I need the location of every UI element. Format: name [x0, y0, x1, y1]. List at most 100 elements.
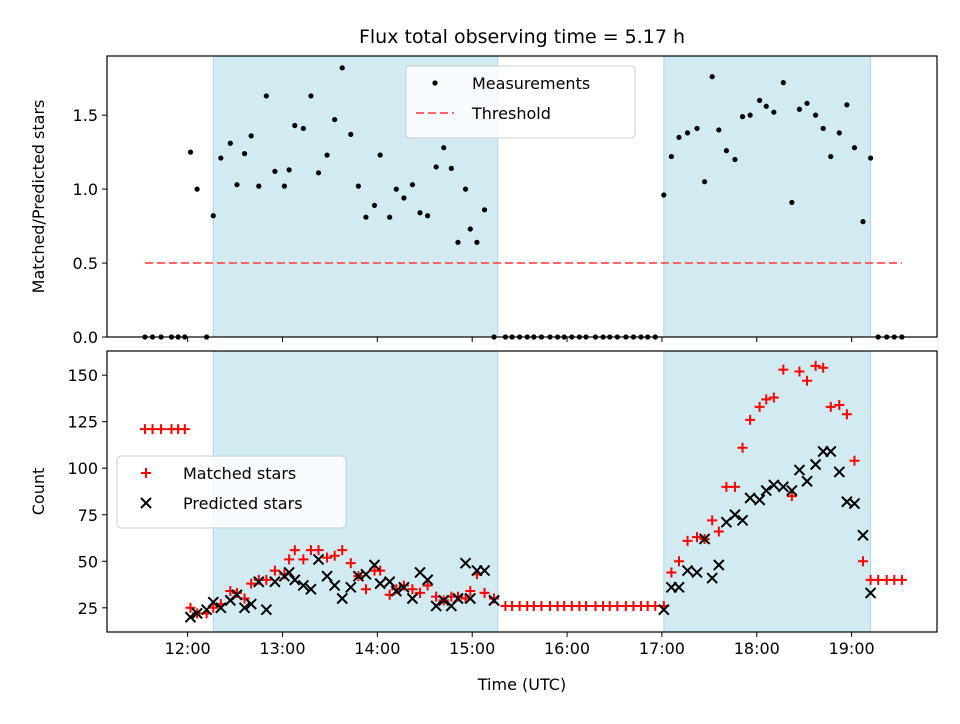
predicted-star-point	[398, 581, 410, 594]
measurement-point	[804, 100, 810, 106]
matched-star-point	[391, 584, 402, 595]
predicted-star-point	[452, 592, 464, 605]
predicted-star-point	[253, 576, 265, 588]
measurement-point	[218, 155, 224, 161]
y-tick-label: 0.0	[73, 328, 98, 347]
matched-star-point	[289, 545, 300, 556]
x-axis-label: Time (UTC)	[477, 675, 566, 694]
y-tick-label: 150	[67, 366, 98, 385]
y-tick-label: 0.5	[73, 254, 98, 273]
legend-box	[405, 65, 636, 139]
matched-star-point	[682, 535, 693, 546]
matched-star-point	[707, 515, 718, 526]
measurement-point	[409, 182, 416, 188]
matched-star-point	[768, 392, 779, 403]
x-tick-label: 18:00	[734, 639, 780, 658]
measurement-point	[676, 134, 682, 140]
matched-star-point	[754, 401, 765, 412]
predicted-star-point	[238, 602, 251, 614]
measurement-point	[441, 145, 447, 151]
matched-star-point	[834, 399, 845, 410]
x-tick-label: 17:00	[639, 639, 685, 658]
y-tick-label: 25	[78, 599, 98, 618]
predicted-star-point	[825, 445, 837, 458]
matched-star-point	[849, 455, 860, 466]
measurement-point	[401, 195, 407, 201]
measurement-point	[474, 239, 480, 245]
chart-title: Flux total observing time = 5.17 h	[359, 26, 685, 48]
measurement-point	[210, 213, 216, 219]
matched-star-point	[147, 424, 158, 435]
measurement-point	[387, 214, 393, 220]
measurement-point	[187, 149, 194, 155]
predicted-star-point	[833, 466, 846, 478]
x-tick-label: 16:00	[544, 639, 590, 658]
measurement-point	[462, 186, 469, 192]
y-axis-label: Count	[29, 468, 48, 516]
matched-star-point	[858, 556, 869, 567]
predicted-star-point	[760, 484, 772, 497]
measurement-point	[757, 97, 763, 103]
predicted-star-point	[488, 594, 500, 607]
measurement-point	[300, 125, 306, 132]
matched-star-point	[612, 600, 623, 611]
measurement-point	[860, 219, 866, 225]
legend-label: Predicted stars	[183, 494, 303, 513]
predicted-star-point	[768, 479, 780, 491]
measurement-point	[771, 109, 777, 115]
predicted-star-point	[421, 574, 434, 586]
matched-star-point	[479, 587, 490, 598]
measurement-point	[684, 130, 691, 136]
matched-star-point	[208, 602, 219, 613]
measurement-point	[339, 65, 345, 71]
measurement-point	[393, 186, 399, 192]
y-axis-label: Matched/Predicted stars	[29, 100, 48, 294]
matched-star-point	[322, 552, 333, 563]
legend: Matched stars Predicted stars	[116, 455, 347, 529]
predicted-star-point	[673, 581, 685, 594]
predicted-star-point	[269, 576, 281, 588]
plot-frame	[106, 350, 938, 633]
matched-star-point	[422, 580, 433, 591]
predicted-star-point	[245, 598, 257, 610]
predicted-star-point	[184, 611, 197, 623]
measurement-point	[716, 127, 722, 133]
matched-star-point	[156, 424, 167, 435]
x-tick-label: 12:00	[165, 639, 211, 658]
matched-star-point	[713, 526, 724, 537]
measurement-point	[702, 179, 708, 185]
measurement-point	[747, 112, 753, 118]
legend-measurement-swatch	[432, 80, 438, 86]
legend-label: Threshold	[471, 104, 551, 123]
predicted-star-point	[801, 475, 813, 487]
measurement-point	[272, 168, 278, 174]
predicted-star-point	[793, 464, 806, 476]
predicted-star-point	[848, 497, 861, 510]
measurement-point	[332, 116, 338, 123]
matched-star-point	[179, 424, 190, 435]
measurement-point	[812, 112, 819, 118]
predicted-star-point	[207, 596, 219, 608]
measurement-point	[763, 103, 769, 109]
measurement-point	[348, 131, 354, 137]
measurement-point	[324, 152, 330, 158]
measurement-point	[723, 148, 730, 154]
matched-star-point	[778, 364, 789, 375]
matched-star-point	[284, 554, 295, 565]
measurement-point	[241, 151, 248, 157]
matched-star-point	[873, 574, 884, 585]
measurement-point	[355, 183, 361, 189]
matched-star-point	[794, 366, 805, 377]
panel-2: 12:00 13:00 14:00 15:00 16:00 17:00 18:00 19:00…	[29, 350, 938, 694]
matched-star-point	[536, 600, 547, 611]
predicted-star-point	[368, 559, 381, 571]
measurement-point	[796, 106, 803, 112]
predicted-star-point	[438, 594, 450, 607]
predicted-star-point	[406, 592, 419, 605]
y-tick-label: 1.0	[73, 180, 98, 199]
predicted-star-point	[478, 564, 491, 577]
matched-star-point	[692, 532, 703, 543]
matched-star-point	[329, 550, 340, 561]
